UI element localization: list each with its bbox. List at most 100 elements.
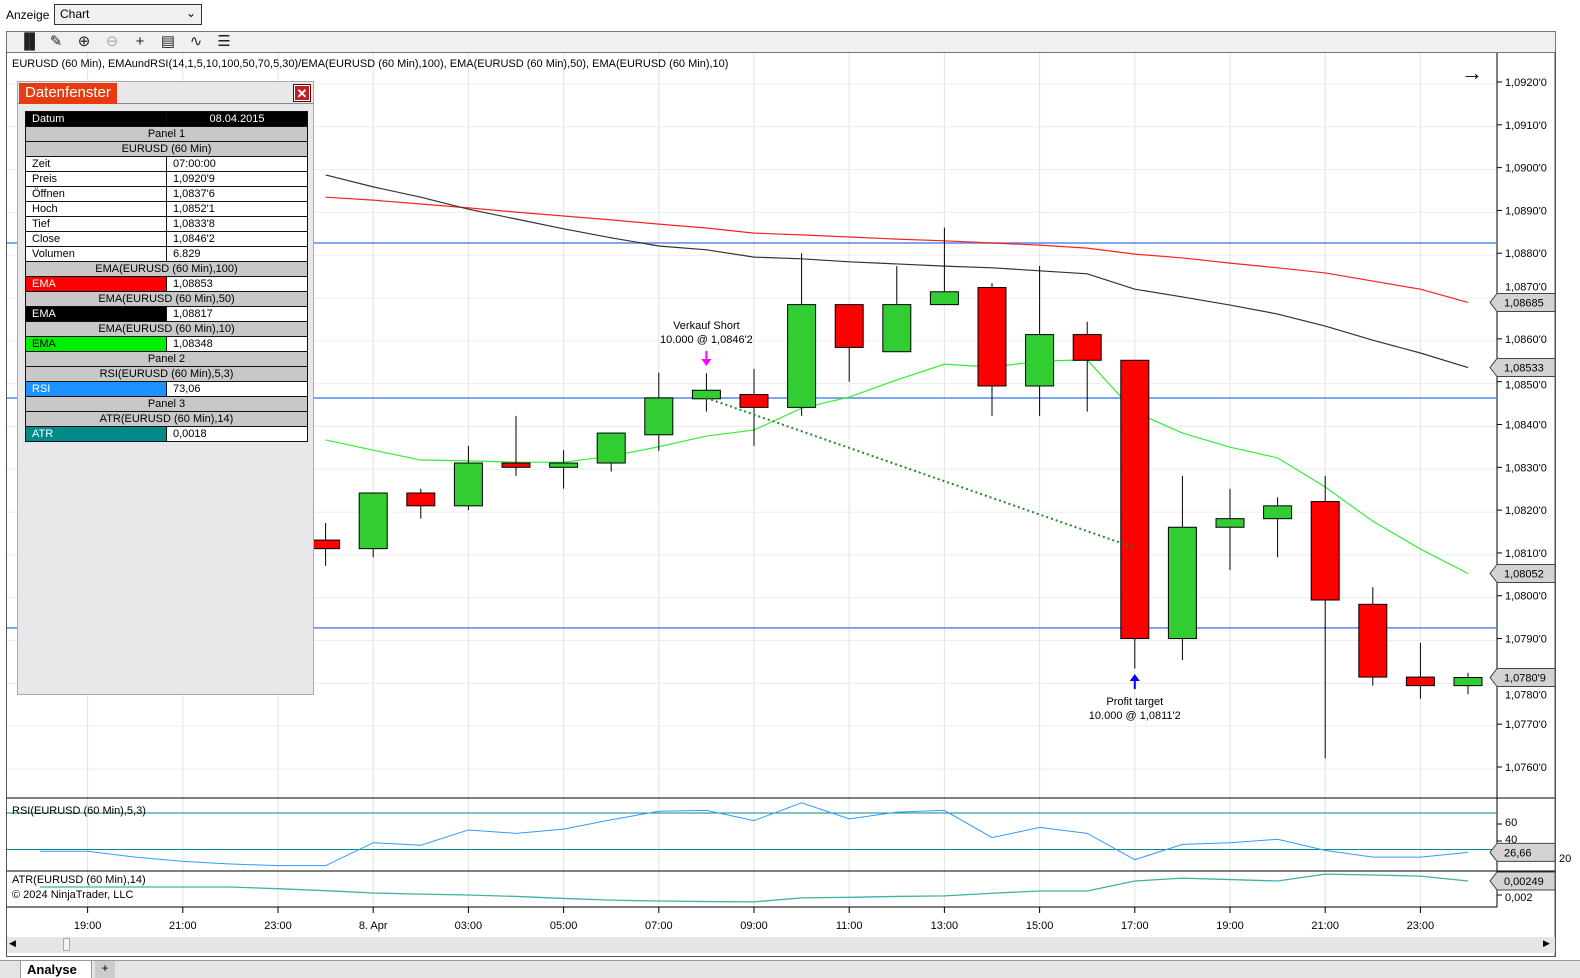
display-select[interactable]: Chart ⌄ [54, 4, 202, 25]
list-icon[interactable]: ☰ [217, 33, 231, 50]
tab-analyse[interactable]: Analyse [20, 960, 92, 978]
rsi-value: 73,06 [166, 381, 308, 397]
time-label: 23:00 [264, 920, 292, 932]
panel-2-header: Panel 2 [25, 351, 308, 367]
candle-down [1072, 334, 1102, 361]
candle-up [1167, 526, 1197, 640]
price-flag-label: 0,00249 [1504, 876, 1544, 888]
strategy-icon[interactable]: ∿ [189, 33, 203, 50]
scroll-thumb[interactable] [63, 938, 70, 951]
price-label: 1,0900'0 [1505, 163, 1547, 175]
price-flag-label: 1,08533 [1504, 363, 1544, 375]
candle-up [644, 397, 674, 436]
candle-down [406, 492, 436, 507]
display-label: Anzeige [6, 8, 50, 22]
atr-value: 0,0018 [166, 426, 308, 442]
indicator-value: 1,08817 [166, 306, 308, 322]
ema-100-line [325, 196, 1469, 304]
price-label: 1,0790'0 [1505, 634, 1547, 646]
data-row: Volumen 6.829 [25, 246, 308, 262]
candle-up [787, 304, 817, 408]
pencil-icon[interactable]: ✎ [49, 33, 63, 50]
candle-up [1453, 677, 1483, 687]
time-label: 23:00 [1407, 920, 1435, 932]
rsi-tick-label: 20 [1559, 853, 1571, 865]
price-flag-label: 1,0780'9 [1504, 673, 1546, 685]
zoom-in-icon[interactable]: ⊕ [77, 33, 91, 50]
time-label: 21:00 [169, 920, 197, 932]
data-row: Öffnen 1,0837'6 [25, 186, 308, 202]
arrow-right-icon[interactable]: → [1461, 60, 1483, 85]
data-row: Preis 1,0920'9 [25, 171, 308, 187]
indicator-label: EMA [25, 306, 167, 322]
candle-up [691, 389, 721, 400]
add-tab-button[interactable]: + [95, 961, 115, 978]
atr-line [40, 873, 1469, 903]
rsi-header: RSI(EURUSD (60 Min),5,3) [25, 366, 308, 382]
close-icon[interactable]: ✕ [293, 84, 311, 102]
time-label: 8. Apr [359, 920, 388, 932]
data-row-value: 1,0852'1 [166, 201, 308, 217]
time-label: 13:00 [931, 920, 959, 932]
candle-up [929, 291, 959, 306]
indicator-label: EMA [25, 336, 167, 352]
data-row-value: 6.829 [166, 246, 308, 262]
indicator-value: 1,08348 [166, 336, 308, 352]
time-label: 05:00 [550, 920, 578, 932]
price-label: 1,0820'0 [1505, 505, 1547, 517]
atr-tick-label: 0,002 [1505, 892, 1533, 904]
price-label: 1,0870'0 [1505, 281, 1547, 293]
atr-label: ATR [25, 426, 167, 442]
entry-detail: 10.000 @ 1,0846'2 [660, 334, 753, 346]
price-label: 1,0780'0 [1505, 690, 1547, 702]
atr-header: ATR(EURUSD (60 Min),14) [25, 411, 308, 427]
exit-label: Profit target [1106, 696, 1163, 708]
price-flag-label: 1,08052 [1504, 568, 1544, 580]
time-label: 21:00 [1311, 920, 1339, 932]
candle-down [1358, 603, 1388, 678]
price-label: 1,0910'0 [1505, 120, 1547, 132]
candle-up [882, 304, 912, 353]
scroll-left-icon[interactable]: ◀ [9, 938, 16, 948]
price-label: 1,0880'0 [1505, 248, 1547, 260]
indicator-value: 1,08853 [166, 276, 308, 292]
sell-arrow-icon [701, 351, 712, 366]
tab-bar [0, 960, 1580, 978]
price-label: 1,0810'0 [1505, 548, 1547, 560]
time-label: 07:00 [645, 920, 673, 932]
price-label: 1,0890'0 [1505, 205, 1547, 217]
zoom-out-icon[interactable]: ⊖ [105, 33, 119, 50]
rsi-label: RSI [25, 381, 167, 397]
candle-up [549, 462, 579, 468]
price-flag-label: 1,08685 [1504, 297, 1544, 309]
time-label: 19:00 [1216, 920, 1244, 932]
data-window-table: Datum 08.04.2015 Panel 1 EURUSD (60 Min) … [25, 111, 308, 442]
panel-1-header: Panel 1 [25, 126, 308, 142]
candle-up [358, 492, 388, 550]
price-label: 1,0770'0 [1505, 719, 1547, 731]
data-window-title: Datenfenster [19, 83, 117, 104]
entry-label: Verkauf Short [673, 320, 740, 332]
horizontal-scrollbar[interactable]: ◀ ▶ [7, 937, 1555, 953]
data-row-label: Preis [25, 171, 167, 187]
data-window[interactable]: Datenfenster ✕ Datum 08.04.2015 Panel 1 E… [17, 81, 314, 695]
time-label: 11:00 [836, 920, 863, 932]
data-window-header[interactable]: Datenfenster ✕ [18, 82, 313, 104]
price-label: 1,0760'0 [1505, 762, 1547, 774]
date-label: Datum [25, 111, 167, 127]
bar-chart-icon[interactable]: ▐▌ [19, 33, 41, 50]
chevron-down-icon: ⌄ [185, 6, 196, 20]
crosshair-icon[interactable]: + [135, 33, 145, 50]
candle-down [1310, 501, 1340, 601]
candle-down [1120, 359, 1150, 640]
time-label: 17:00 [1121, 920, 1149, 932]
copyright: © 2024 NinjaTrader, LLC [12, 889, 134, 901]
panel-3-header: Panel 3 [25, 396, 308, 412]
candle-up [1215, 518, 1245, 528]
properties-icon[interactable]: ▤ [160, 33, 176, 50]
rsi-tick-label: 60 [1505, 817, 1517, 829]
candle-up [1263, 505, 1293, 520]
scroll-right-icon[interactable]: ▶ [1543, 938, 1550, 948]
time-label: 15:00 [1026, 920, 1054, 932]
price-label: 1,0800'0 [1505, 591, 1547, 603]
